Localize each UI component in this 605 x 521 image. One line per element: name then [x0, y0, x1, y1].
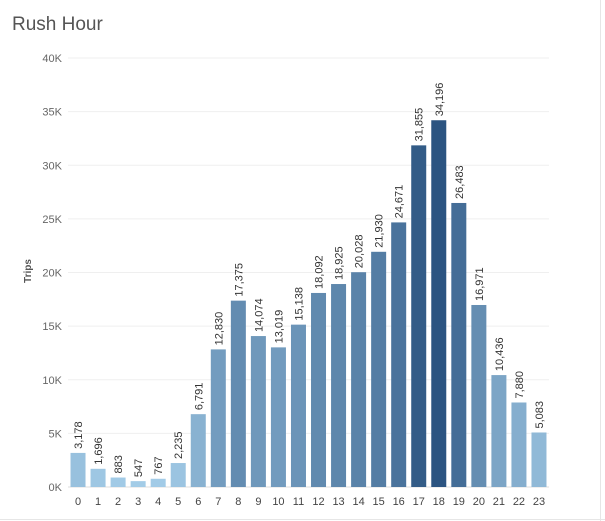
x-tick-label: 0 [75, 496, 81, 508]
bar-value-label: 5,083 [534, 401, 546, 429]
x-tick-label: 15 [373, 496, 385, 508]
bar-value-label: 26,483 [454, 165, 466, 199]
bar[interactable] [190, 414, 206, 487]
x-tick-label: 23 [533, 496, 545, 508]
bar[interactable] [130, 481, 146, 487]
bar-value-label: 17,375 [233, 263, 245, 297]
x-tick-label: 18 [433, 496, 445, 508]
bar[interactable] [150, 478, 166, 487]
bar-value-label: 18,925 [334, 246, 346, 280]
x-tick-label: 1 [95, 496, 101, 508]
bar[interactable] [290, 324, 306, 487]
bar-value-label: 3,178 [73, 421, 85, 449]
bar-value-label: 18,092 [314, 255, 326, 289]
chart-title: Rush Hour [12, 14, 103, 35]
y-tick-label: 35K [42, 107, 62, 119]
x-tick-label: 12 [312, 496, 324, 508]
bar[interactable] [331, 284, 347, 487]
bar[interactable] [90, 468, 106, 487]
bar[interactable] [491, 375, 507, 487]
x-tick-label: 10 [272, 496, 284, 508]
y-tick-label: 30K [42, 160, 62, 172]
x-tick-label: 16 [393, 496, 405, 508]
bar[interactable] [311, 292, 327, 487]
bar[interactable] [70, 452, 86, 487]
y-tick-label: 10K [42, 375, 62, 387]
x-axis-ticks: 0 1 2 3 4 5 6 7 8 9 10 11 12 13 14 15 16 17 18 19 20 21 22 23 [75, 496, 545, 508]
x-tick-label: 3 [135, 496, 141, 508]
bar-value-label: 14,074 [253, 298, 265, 332]
x-tick-label: 11 [293, 496, 304, 508]
x-tick-label: 14 [352, 496, 364, 508]
bar-value-label: 883 [113, 455, 125, 473]
bar[interactable] [431, 120, 447, 488]
x-tick-label: 7 [215, 496, 221, 508]
y-tick-label: 25K [42, 214, 62, 226]
bar-value-label: 24,671 [394, 185, 406, 219]
bar-value-label: 31,855 [414, 108, 426, 142]
x-tick-label: 8 [235, 496, 241, 508]
x-tick-label: 17 [413, 496, 425, 508]
bar-value-label: 15,138 [293, 287, 305, 321]
y-tick-label: 40K [42, 53, 62, 65]
y-axis-label: Trips [23, 259, 34, 283]
bar-value-label: 10,436 [494, 337, 506, 371]
bar[interactable] [471, 304, 487, 487]
bar-value-label: 12,830 [213, 312, 225, 346]
y-tick-label: 15K [42, 321, 62, 333]
bar[interactable] [531, 432, 547, 487]
bar[interactable] [511, 402, 527, 487]
bar[interactable] [170, 463, 186, 487]
bars [70, 120, 547, 488]
x-tick-label: 21 [493, 496, 505, 508]
x-tick-label: 19 [453, 496, 465, 508]
bar-value-label: 13,019 [273, 310, 285, 344]
bar[interactable] [270, 347, 286, 487]
bar[interactable] [210, 349, 226, 487]
bar-value-label: 2,235 [173, 431, 185, 459]
bar-value-label: 7,880 [514, 371, 526, 399]
frame-divider-right [600, 0, 601, 521]
bar-value-label: 6,791 [193, 383, 205, 411]
x-tick-label: 6 [195, 496, 201, 508]
bar[interactable] [230, 300, 246, 487]
bar-value-label: 767 [153, 456, 165, 474]
y-tick-label: 5K [49, 428, 63, 440]
bar-value-label: 20,028 [354, 235, 366, 269]
gridlines [68, 57, 549, 488]
bar[interactable] [411, 145, 427, 488]
bar[interactable] [451, 202, 467, 487]
bar[interactable] [351, 272, 367, 487]
bar[interactable] [371, 251, 387, 487]
x-tick-label: 4 [155, 496, 161, 508]
bar-value-label: 21,930 [374, 214, 386, 248]
bar[interactable] [250, 336, 266, 487]
x-tick-label: 22 [513, 496, 525, 508]
frame-divider-bottom [0, 519, 605, 520]
y-tick-label: 0K [49, 482, 63, 494]
y-axis-ticks: 0K 5K 10K 15K 20K 25K 30K 35K 40K [42, 53, 62, 494]
bar-value-label: 547 [133, 459, 145, 477]
bar[interactable] [110, 477, 126, 487]
bar[interactable] [391, 222, 407, 488]
data-labels: 3,178 1,696 883 547 767 2,235 6,791 12,830 17,37… [73, 83, 546, 478]
y-tick-label: 20K [42, 268, 62, 280]
x-tick-label: 13 [332, 496, 344, 508]
bar-value-label: 16,971 [474, 267, 486, 301]
x-tick-label: 9 [255, 496, 261, 508]
x-tick-label: 2 [115, 496, 121, 508]
x-tick-label: 20 [473, 496, 485, 508]
x-tick-label: 5 [175, 496, 181, 508]
bar-value-label: 34,196 [434, 83, 446, 117]
bar-value-label: 1,696 [93, 437, 105, 465]
